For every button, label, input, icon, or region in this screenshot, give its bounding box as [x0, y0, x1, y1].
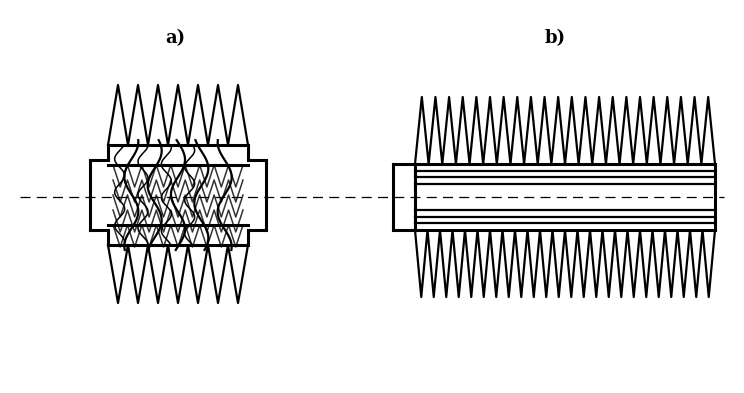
Text: a): a) — [165, 29, 185, 47]
Text: b): b) — [545, 29, 565, 47]
